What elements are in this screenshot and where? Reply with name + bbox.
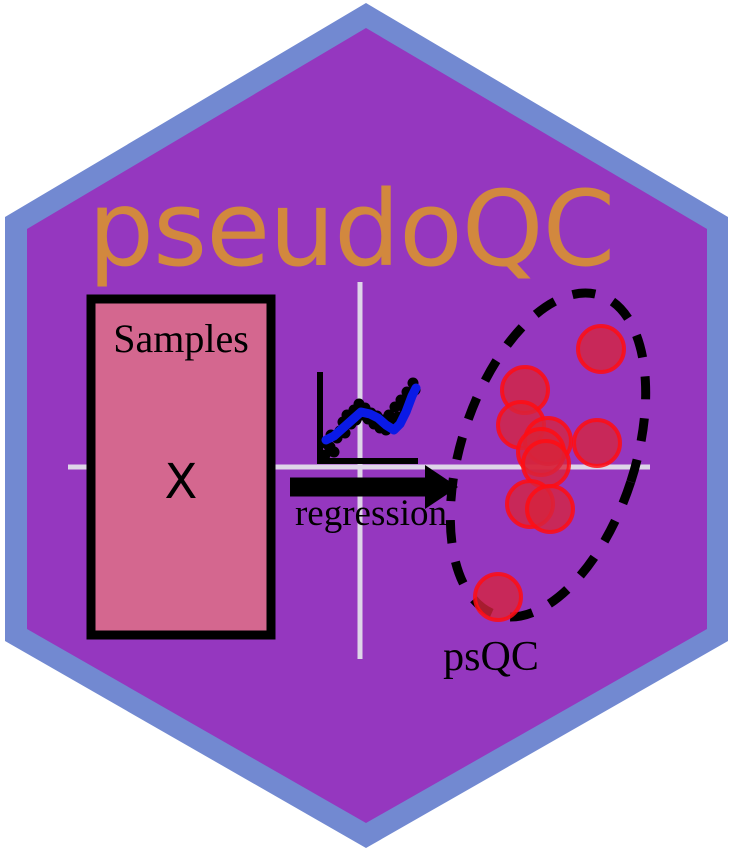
miniplot-point: [319, 449, 331, 461]
samples-box-label: Samples: [113, 316, 249, 361]
logo-title: pseudoQC: [88, 168, 614, 290]
samples-data-box: [86, 294, 276, 640]
arrow-shaft: [290, 477, 425, 497]
miniplot-axes: [317, 372, 418, 464]
mini-regression-plot: [317, 372, 421, 464]
regression-arrow: [290, 465, 458, 509]
psqc-cluster-ellipse: [445, 288, 651, 622]
regression-label: regression: [295, 493, 447, 534]
psqc-dot: [525, 484, 575, 534]
psqc-dot-cluster: [473, 324, 626, 622]
miniplot-fit-curve: [321, 383, 421, 445]
data-matrix-symbol: X: [165, 454, 198, 510]
miniplot-point: [328, 446, 340, 458]
psqc-label: psQC: [443, 634, 539, 680]
psqc-dot: [473, 572, 523, 622]
psqc-dot: [576, 324, 626, 374]
psqc-dot: [572, 418, 622, 468]
arrow-head: [425, 465, 458, 509]
